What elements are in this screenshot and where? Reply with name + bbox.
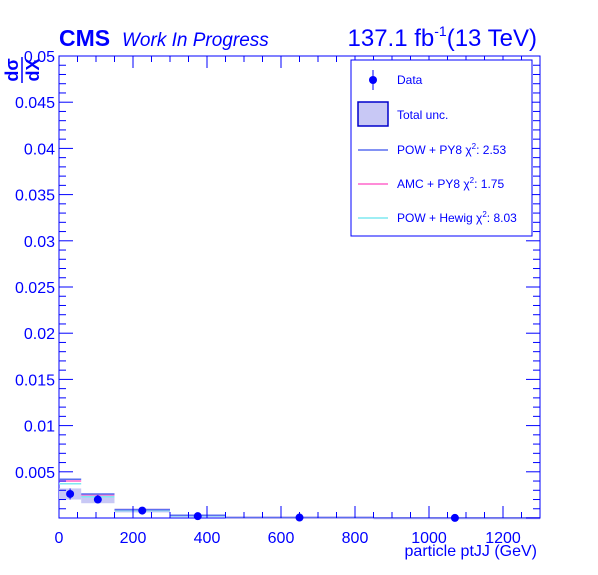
y-tick-label: 0.01	[24, 419, 55, 436]
y-tick-label: 0.05	[24, 49, 55, 66]
y-tick-label: 0.015	[15, 372, 55, 389]
data-point-0	[66, 489, 75, 498]
legend: Data Total unc. POW + PY8 χ2: 2.53 AMC +…	[350, 59, 533, 237]
y-tick-label: 0.025	[15, 280, 55, 297]
y-axis-denominator: dX	[23, 58, 43, 81]
x-tick-label: 400	[194, 530, 221, 547]
cms-label: CMS	[59, 25, 110, 51]
y-tick-label: 0.045	[15, 95, 55, 112]
data-point-2	[138, 506, 147, 515]
x-tick-label: 800	[342, 530, 369, 547]
y-axis-title: dσ dX	[2, 57, 43, 83]
legend-unc-label: Total unc.	[397, 108, 448, 122]
lumi-label: 137.1 fb-1(13 TeV)	[348, 23, 537, 52]
energy-label: (13 TeV)	[447, 25, 537, 52]
data-points	[66, 488, 459, 522]
legend-amc-py8-label: AMC + PY8 χ2: 1.75	[397, 176, 504, 191]
status-label: Work In Progress	[122, 30, 269, 51]
x-axis-title: particle ptJJ (GeV)	[405, 543, 537, 560]
x-tick-labels: 0 200 400 600 800 1000 1200	[55, 530, 521, 547]
x-tick-label: 1200	[485, 530, 521, 547]
data-point-1	[93, 495, 102, 504]
lumi-exponent: -1	[434, 23, 447, 39]
x-tick-label: 0	[55, 530, 64, 547]
data-point-3	[193, 512, 202, 521]
legend-pow-py8-label: POW + PY8 χ2: 2.53	[397, 142, 506, 157]
y-tick-label: 0.005	[15, 465, 55, 482]
y-tick-label: 0.04	[24, 141, 55, 158]
legend-box	[350, 59, 533, 237]
y-axis-numerator: dσ	[2, 58, 22, 81]
lumi-value: 137.1 fb	[348, 25, 435, 52]
legend-data-marker	[369, 76, 377, 84]
x-tick-label: 200	[120, 530, 147, 547]
x-tick-label: 1000	[411, 530, 447, 547]
y-tick-label: 0.035	[15, 188, 55, 205]
x-tick-label: 600	[268, 530, 295, 547]
y-tick-label: 0.03	[24, 234, 55, 251]
legend-pow-herwig-label: POW + Hewig χ2: 8.03	[397, 210, 517, 225]
data-point-5	[450, 513, 459, 522]
legend-data-label: Data	[397, 73, 423, 87]
y-tick-labels: 0.005 0.01 0.015 0.02 0.025 0.03 0.035 0.04 0.04…	[15, 49, 55, 482]
y-tick-label: 0.02	[24, 326, 55, 343]
legend-unc-swatch	[357, 101, 389, 127]
